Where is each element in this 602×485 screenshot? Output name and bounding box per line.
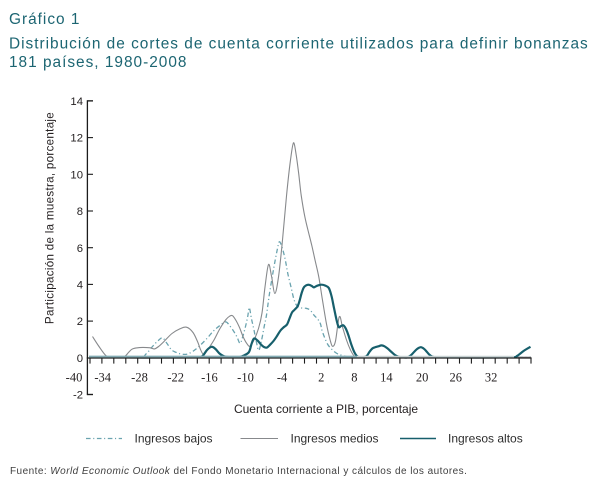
svg-text:Participación de la muestra, p: Participación de la muestra, porcentaje: [44, 112, 57, 324]
svg-text:4: 4: [77, 280, 83, 292]
svg-text:2: 2: [318, 371, 324, 385]
svg-text:-28: -28: [131, 371, 148, 385]
svg-text:-16: -16: [201, 371, 218, 385]
svg-text:Ingresos altos: Ingresos altos: [448, 432, 523, 446]
svg-text:181 países, 1980-2008: 181 países, 1980-2008: [9, 54, 187, 71]
svg-text:-2: -2: [73, 390, 83, 402]
svg-text:20: 20: [416, 371, 429, 385]
svg-text:-40: -40: [66, 371, 83, 385]
svg-text:-34: -34: [94, 371, 111, 385]
svg-text:0: 0: [77, 353, 83, 365]
svg-text:2: 2: [77, 316, 83, 328]
svg-text:Cuenta corriente a PIB, porcen: Cuenta corriente a PIB, porcentaje: [234, 402, 418, 416]
svg-text:-22: -22: [167, 371, 184, 385]
svg-text:12: 12: [70, 133, 83, 145]
svg-text:26: 26: [450, 371, 463, 385]
svg-text:32: 32: [485, 371, 498, 385]
svg-text:10: 10: [70, 169, 83, 181]
svg-text:14: 14: [70, 96, 83, 108]
svg-text:Ingresos bajos: Ingresos bajos: [135, 432, 213, 446]
svg-text:Distribución de cortes de cuen: Distribución de cortes de cuenta corrien…: [9, 36, 589, 53]
svg-text:8: 8: [77, 206, 83, 218]
svg-text:Fuente: World Economic Outlook: Fuente: World Economic Outlook del Fondo…: [10, 466, 467, 477]
svg-text:-4: -4: [277, 371, 288, 385]
svg-text:6: 6: [77, 243, 83, 255]
svg-text:14: 14: [380, 371, 393, 385]
svg-text:8: 8: [351, 371, 357, 385]
svg-text:Ingresos medios: Ingresos medios: [291, 432, 379, 446]
svg-text:Gráfico 1: Gráfico 1: [9, 11, 80, 28]
svg-text:-10: -10: [237, 371, 254, 385]
